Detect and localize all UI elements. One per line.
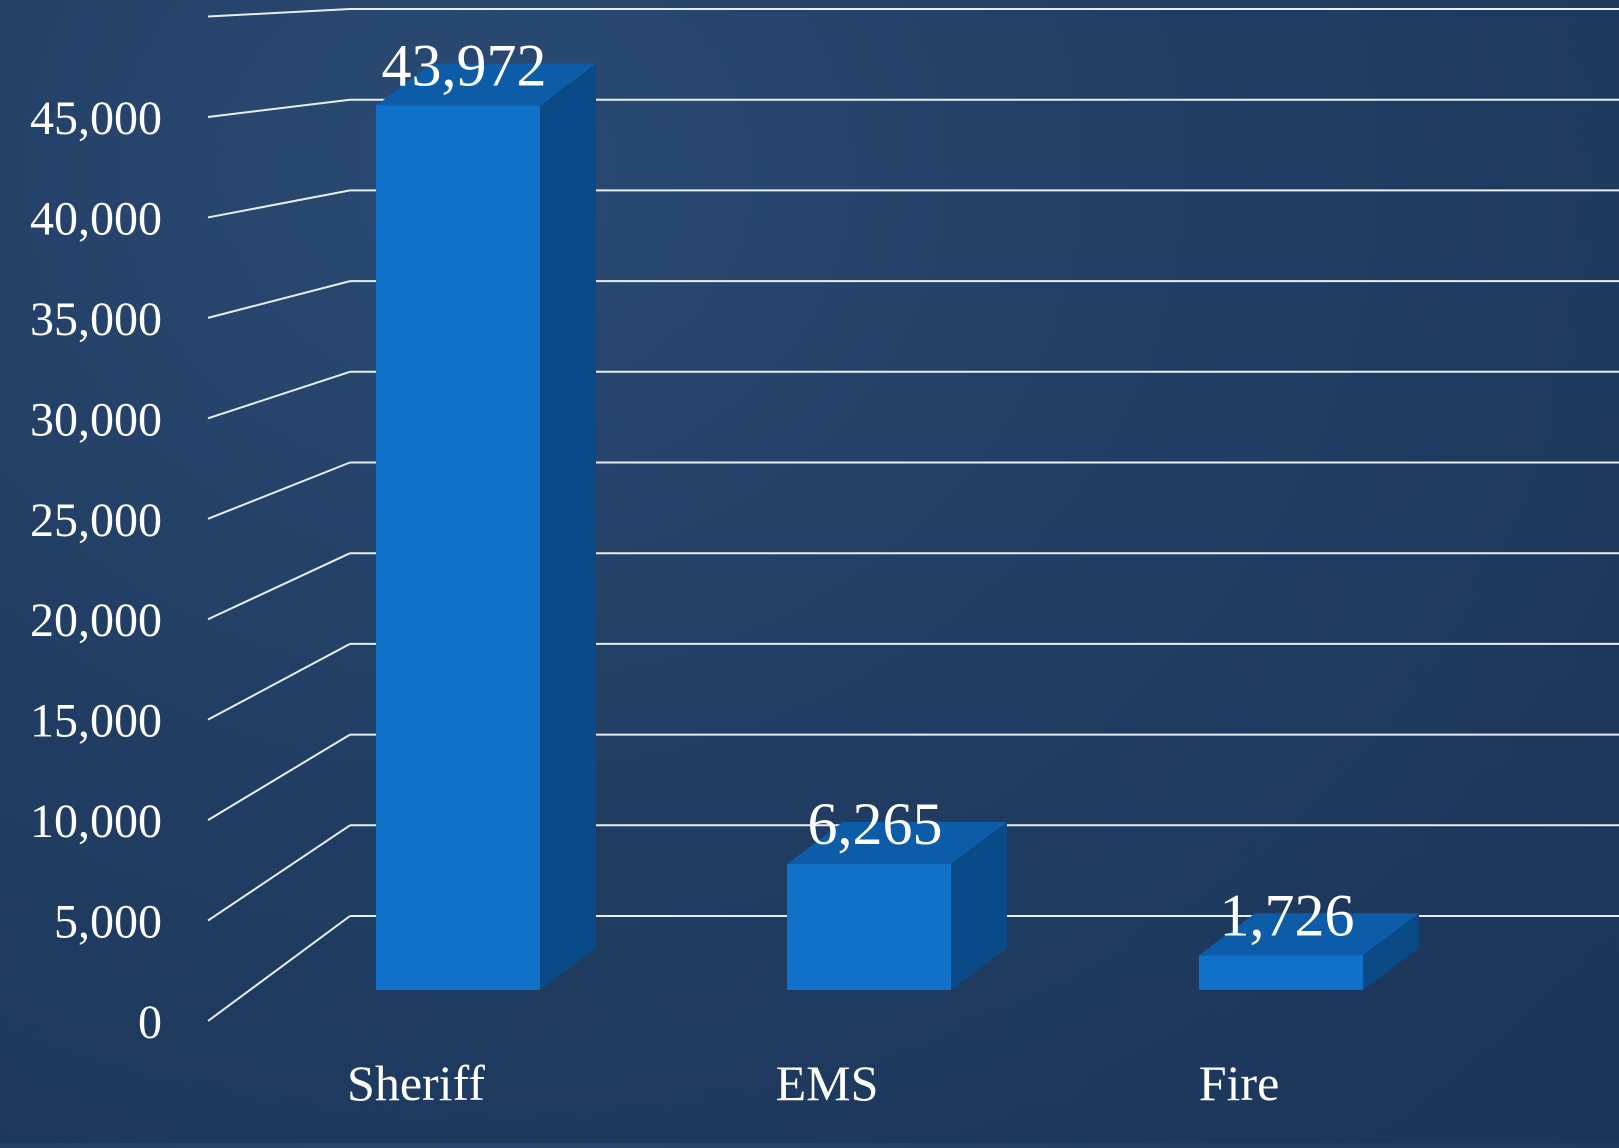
gridline-diagonal — [207, 733, 351, 821]
data-label-sheriff: 43,972 — [382, 33, 547, 99]
y-tick-label: 45,000 — [30, 92, 162, 145]
gridline-diagonal — [207, 643, 351, 721]
y-axis-tick-labels: 0 5,000 10,000 15,000 20,000 25,000 30,000 35,0… — [30, 92, 162, 1049]
bar-side-sheriff — [540, 63, 596, 991]
gridline-diagonal — [207, 915, 351, 1022]
gridline-diagonal — [207, 280, 351, 319]
bar-sheriff — [376, 105, 540, 991]
data-label-fire: 1,726 — [1220, 882, 1355, 948]
y-tick-label: 10,000 — [30, 795, 162, 848]
bar-ems — [787, 863, 951, 990]
y-tick-label: 40,000 — [30, 192, 162, 245]
bar-top-ems — [787, 821, 1007, 864]
y-tick-label: 30,000 — [30, 393, 162, 446]
y-tick-label: 25,000 — [30, 494, 162, 547]
x-tick-label-fire: Fire — [1199, 1055, 1280, 1111]
gridline-diagonal — [207, 8, 351, 18]
y-tick-label: 20,000 — [30, 594, 162, 647]
bar-top-sheriff — [376, 63, 596, 106]
bar-top-fire — [1199, 913, 1419, 956]
y-tick-label: 0 — [138, 996, 162, 1049]
gridline-diagonal — [207, 370, 351, 420]
y-tick-label: 5,000 — [54, 896, 162, 949]
bar-side-ems — [951, 821, 1007, 990]
bar-fire — [1199, 955, 1363, 990]
gridline-diagonal — [207, 189, 351, 219]
gridline-diagonal — [207, 824, 351, 922]
x-tick-label-ems: EMS — [776, 1055, 879, 1111]
x-axis-category-labels: Sheriff EMS Fire — [347, 1055, 1279, 1111]
data-labels: 43,972 6,265 1,726 — [382, 33, 1355, 949]
gridline-diagonal — [207, 552, 351, 621]
y-tick-label: 15,000 — [30, 695, 162, 748]
bars — [376, 63, 1419, 991]
bar-side-fire — [1363, 913, 1419, 990]
y-tick-label: 35,000 — [30, 293, 162, 346]
gridline-diagonal — [207, 461, 351, 520]
x-tick-label-sheriff: Sheriff — [347, 1055, 485, 1111]
gridline-diagonal — [207, 98, 351, 118]
data-label-ems: 6,265 — [808, 791, 943, 857]
